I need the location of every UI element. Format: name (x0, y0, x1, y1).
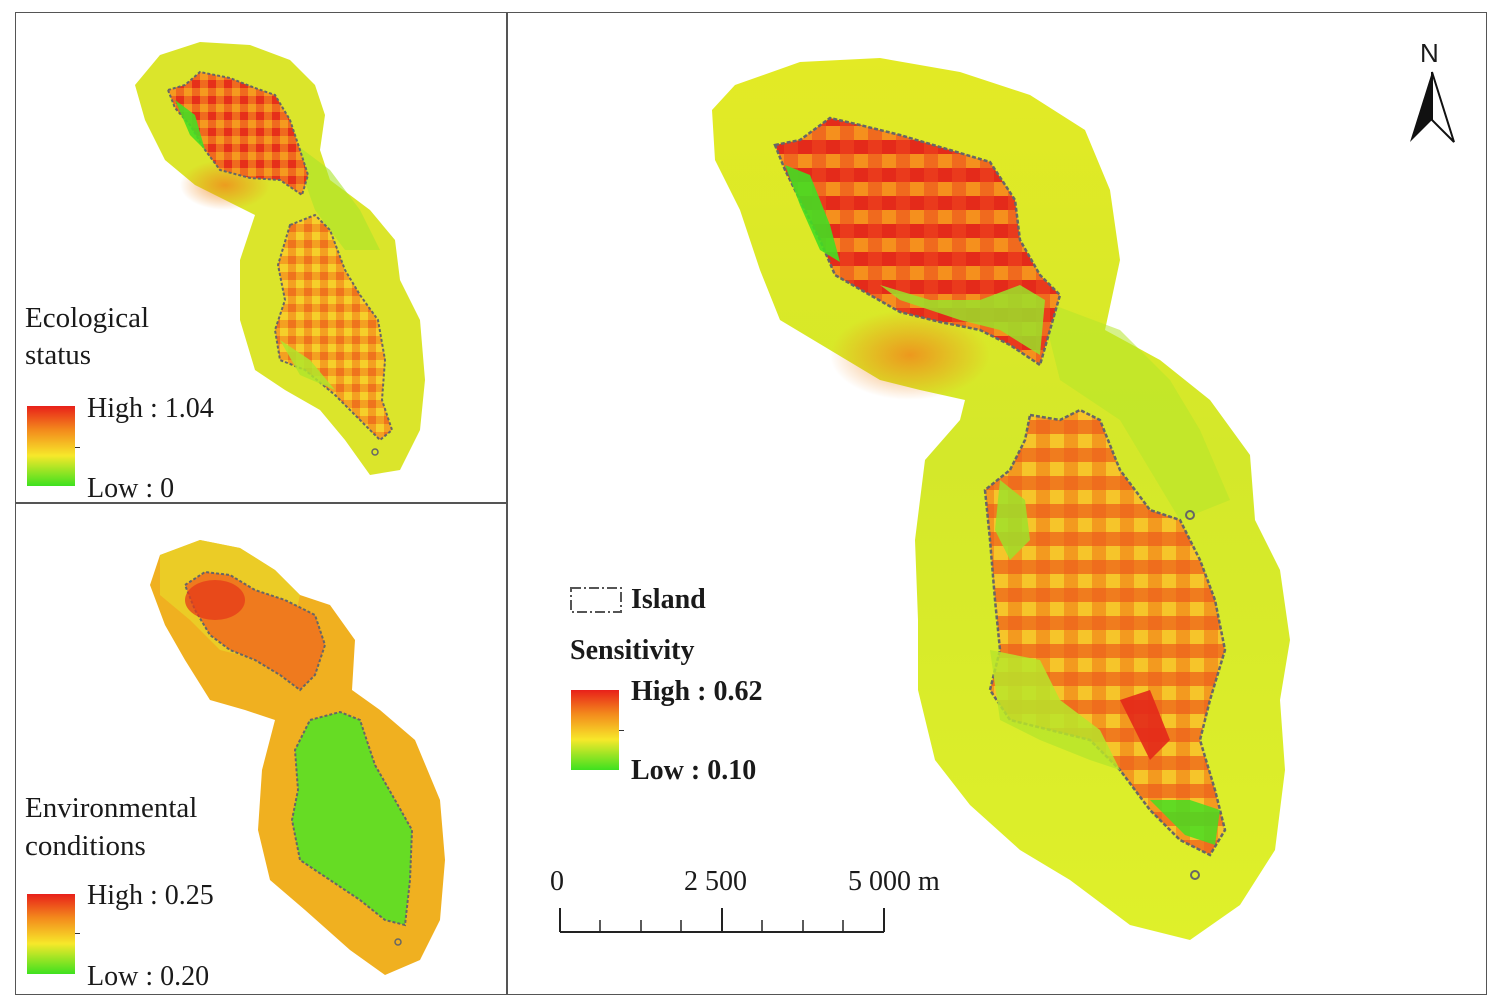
eco-low-label: Low : 0 (87, 473, 175, 504)
env-legend-title-line2: conditions (25, 830, 146, 862)
eco-ramp-tick (75, 447, 80, 448)
scale-label-0: 0 (550, 866, 564, 897)
scale-label-2500: 2 500 (684, 866, 747, 897)
env-ramp-tick (75, 933, 80, 934)
env-low-label: Low : 0.20 (87, 961, 210, 992)
sensitivity-panel (506, 12, 1487, 995)
island-legend-symbol (570, 587, 622, 613)
scale-label-5000: 5 000 m (848, 866, 940, 897)
env-color-ramp (27, 894, 75, 974)
eco-south-island (273, 213, 394, 442)
eco-legend-title-line2: status (25, 339, 92, 371)
island-legend-label: Island (631, 584, 706, 615)
env-legend-title-line1: Environmental (25, 792, 198, 824)
environmental-conditions-map (150, 540, 445, 975)
scale-bar (559, 908, 885, 933)
ecological-status-map (135, 42, 425, 475)
eco-color-ramp (27, 406, 75, 486)
sensitivity-ramp-tick (619, 730, 624, 731)
sensitivity-color-ramp (571, 690, 619, 770)
eco-high-label: High : 1.04 (87, 393, 214, 424)
env-high-label: High : 0.25 (87, 880, 214, 911)
north-label: N (1420, 38, 1439, 68)
sensitivity-low-label: Low : 0.10 (631, 755, 757, 786)
main-sensitivity-map (712, 58, 1290, 940)
sensitivity-high-label: High : 0.62 (631, 676, 763, 707)
environmental-conditions-panel (15, 502, 508, 995)
eco-legend-title-line1: Ecological (25, 302, 150, 334)
env-south-island (290, 710, 414, 927)
ecological-status-panel (15, 12, 508, 504)
sensitivity-legend-title: Sensitivity (570, 635, 695, 666)
north-arrow-icon (1410, 71, 1455, 143)
